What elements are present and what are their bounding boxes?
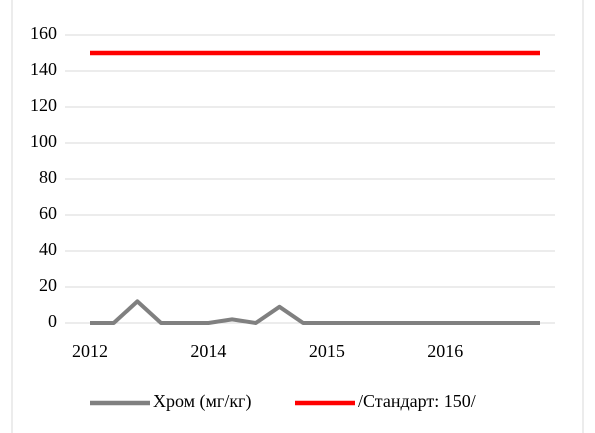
y-tick-label: 80 xyxy=(39,167,57,187)
legend-label: Хром (мг/кг) xyxy=(153,391,251,412)
y-tick-label: 120 xyxy=(30,95,57,115)
y-tick-label: 160 xyxy=(30,23,57,43)
series-line xyxy=(90,299,540,325)
x-tick-label: 2012 xyxy=(72,341,108,361)
x-tick-label: 2016 xyxy=(427,341,463,361)
x-tick-label: 2014 xyxy=(190,341,226,361)
y-tick-label: 100 xyxy=(30,131,57,151)
legend-label: /Стандарт: 150/ xyxy=(358,391,476,411)
y-tick-label: 0 xyxy=(48,311,57,331)
y-tick-label: 20 xyxy=(39,275,57,295)
y-tick-label: 60 xyxy=(39,203,57,223)
chart-frame xyxy=(11,0,584,433)
x-tick-label: 2015 xyxy=(309,341,345,361)
y-tick-label: 40 xyxy=(39,239,57,259)
y-tick-label: 140 xyxy=(30,59,57,79)
